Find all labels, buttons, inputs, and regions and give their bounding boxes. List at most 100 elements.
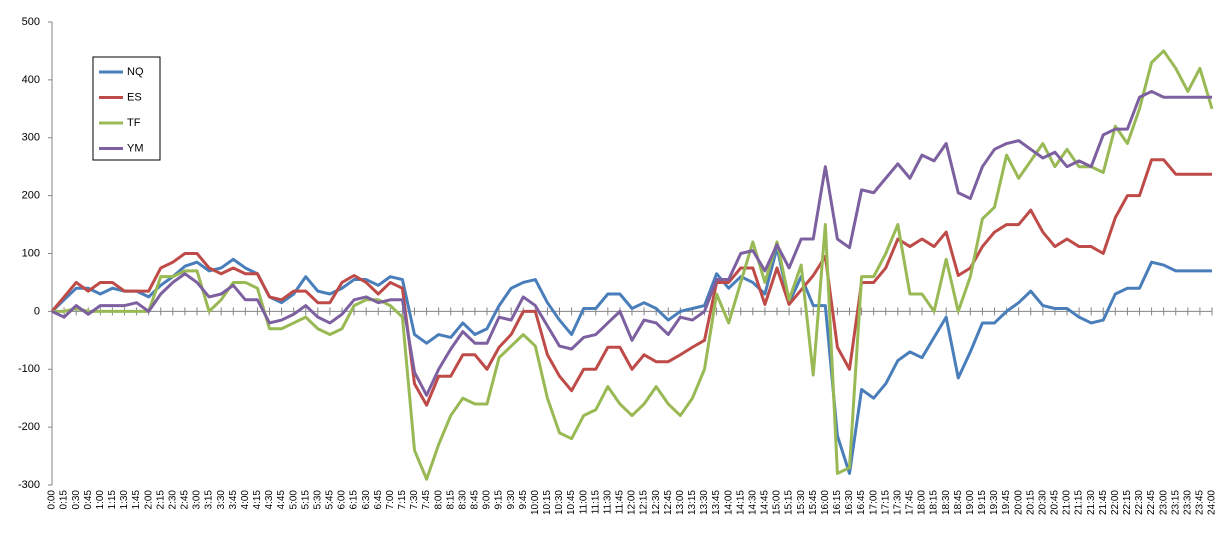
x-tick-label: 10:00 xyxy=(530,490,541,515)
x-tick-label: 11:00 xyxy=(578,490,589,515)
y-tick-label: -200 xyxy=(18,421,40,433)
x-tick-label: 8:15 xyxy=(445,490,456,510)
legend-label: ES xyxy=(127,91,142,103)
x-tick-label: 23:15 xyxy=(1170,490,1181,515)
x-tick-label: 3:00 xyxy=(192,490,203,510)
x-tick-label: 0:00 xyxy=(47,490,58,510)
x-tick-label: 13:45 xyxy=(711,490,722,515)
x-tick-label: 7:45 xyxy=(421,490,432,510)
x-tick-label: 5:00 xyxy=(288,490,299,510)
x-tick-label: 9:45 xyxy=(518,490,529,510)
x-tick-label: 2:00 xyxy=(143,490,154,510)
x-tick-label: 16:30 xyxy=(844,490,855,515)
x-tick-label: 5:30 xyxy=(312,490,323,510)
legend-box xyxy=(92,56,161,161)
series-line xyxy=(52,49,1214,481)
x-tick-label: 20:30 xyxy=(1037,490,1048,515)
x-tick-label: 13:30 xyxy=(699,490,710,515)
x-tick-label: 24:00 xyxy=(1207,490,1218,515)
y-tick-label: 0 xyxy=(34,305,40,317)
x-tick-label: 11:45 xyxy=(615,490,626,515)
x-tick-label: 9:30 xyxy=(506,490,517,510)
x-tick-label: 3:45 xyxy=(228,490,239,510)
legend-label: TF xyxy=(127,117,141,129)
x-tick-label: 18:00 xyxy=(917,490,928,515)
x-tick-label: 2:45 xyxy=(180,490,191,510)
y-tick-label: -100 xyxy=(18,363,40,375)
x-tick-label: 4:45 xyxy=(276,490,287,510)
x-tick-label: 15:30 xyxy=(796,490,807,515)
y-tick-label: -300 xyxy=(18,479,40,491)
series-line xyxy=(50,158,1212,407)
x-tick-label: 7:00 xyxy=(385,490,396,510)
x-tick-label: 23:00 xyxy=(1158,490,1169,515)
x-tick-label: 4:30 xyxy=(264,490,275,510)
x-tick-label: 15:15 xyxy=(784,490,795,515)
x-tick-label: 19:15 xyxy=(977,490,988,515)
x-tick-label: 9:00 xyxy=(482,490,493,510)
x-tick-label: 5:45 xyxy=(325,490,336,510)
x-tick-label: 17:45 xyxy=(905,490,916,515)
x-tick-label: 15:00 xyxy=(772,490,783,515)
x-tick-label: 10:15 xyxy=(542,490,553,515)
x-tick-label: 16:15 xyxy=(832,490,843,515)
x-tick-label: 0:15 xyxy=(59,490,70,510)
legend-label: YM xyxy=(127,142,144,154)
x-tick-label: 21:30 xyxy=(1086,490,1097,515)
x-tick-label: 7:15 xyxy=(397,490,408,510)
x-tick-label: 18:15 xyxy=(929,490,940,515)
x-tick-label: 8:00 xyxy=(433,490,444,510)
x-tick-label: 20:00 xyxy=(1013,490,1024,515)
x-tick-label: 5:15 xyxy=(300,490,311,510)
series-line xyxy=(51,89,1212,397)
x-tick-label: 1:45 xyxy=(131,490,142,510)
x-tick-label: 11:15 xyxy=(590,490,601,515)
x-tick-label: 14:45 xyxy=(760,490,771,515)
x-tick-label: 20:45 xyxy=(1050,490,1061,515)
x-tick-label: 17:30 xyxy=(892,490,903,515)
x-tick-label: 6:30 xyxy=(361,490,372,510)
x-tick-label: 6:00 xyxy=(337,490,348,510)
x-tick-label: 14:30 xyxy=(747,490,758,515)
x-tick-label: 6:15 xyxy=(349,490,360,510)
x-tick-label: 17:15 xyxy=(880,490,891,515)
x-tick-label: 0:45 xyxy=(83,490,94,510)
x-tick-label: 23:30 xyxy=(1182,490,1193,515)
x-tick-label: 22:30 xyxy=(1134,490,1145,515)
x-tick-label: 8:45 xyxy=(470,490,481,510)
x-tick-label: 9:15 xyxy=(494,490,505,510)
x-tick-label: 12:30 xyxy=(651,490,662,515)
x-tick-label: 3:30 xyxy=(216,490,227,510)
x-tick-label: 21:45 xyxy=(1098,490,1109,515)
x-tick-label: 22:00 xyxy=(1110,490,1121,515)
x-tick-label: 11:30 xyxy=(602,490,613,515)
y-tick-label: 500 xyxy=(22,16,40,28)
x-tick-label: 17:00 xyxy=(868,490,879,515)
x-tick-label: 10:30 xyxy=(554,490,565,515)
legend-label: NQ xyxy=(127,66,144,78)
x-tick-label: 18:30 xyxy=(941,490,952,515)
series-line xyxy=(50,246,1212,475)
x-tick-label: 18:45 xyxy=(953,490,964,515)
x-tick-label: 21:15 xyxy=(1074,490,1085,515)
x-tick-label: 19:30 xyxy=(989,490,1000,515)
x-tick-label: 1:00 xyxy=(95,490,106,510)
x-tick-label: 22:45 xyxy=(1146,490,1157,515)
x-tick-label: 19:45 xyxy=(1001,490,1012,515)
x-tick-label: 19:00 xyxy=(965,490,976,515)
x-tick-label: 22:15 xyxy=(1122,490,1133,515)
x-tick-label: 12:15 xyxy=(639,490,650,515)
x-tick-label: 4:00 xyxy=(240,490,251,510)
x-tick-label: 14:15 xyxy=(735,490,746,515)
y-tick-label: 400 xyxy=(22,74,40,86)
x-tick-label: 21:00 xyxy=(1062,490,1073,515)
x-tick-label: 0:30 xyxy=(71,490,82,510)
x-tick-label: 2:15 xyxy=(155,490,166,510)
x-tick-label: 8:30 xyxy=(457,490,468,510)
x-tick-label: 16:00 xyxy=(820,490,831,515)
y-tick-label: 100 xyxy=(22,247,40,259)
x-tick-label: 1:15 xyxy=(107,490,118,510)
x-tick-label: 20:15 xyxy=(1025,490,1036,515)
x-tick-label: 13:00 xyxy=(675,490,686,515)
